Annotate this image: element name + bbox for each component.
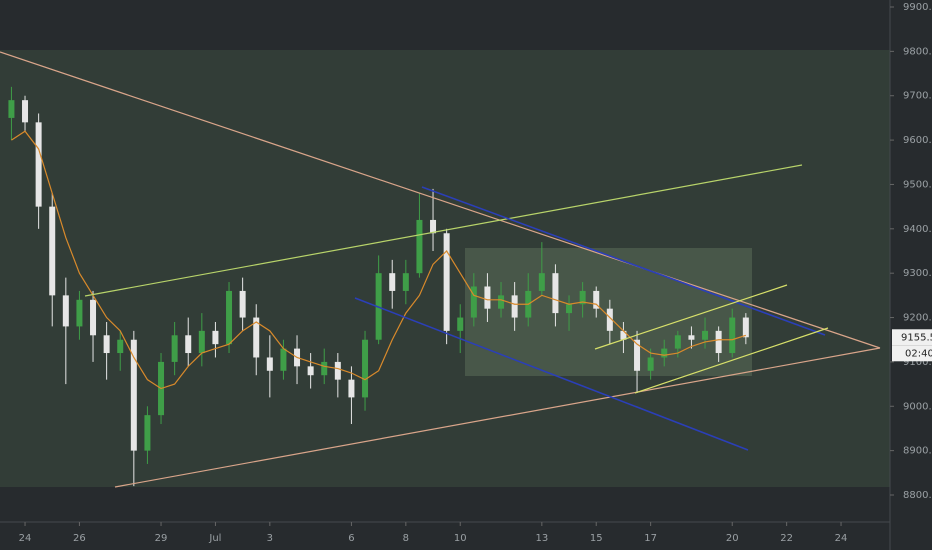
plot (8, 86, 749, 487)
channel-line (421, 186, 826, 336)
candle-body (117, 339, 124, 354)
x-tick-label: 20 (726, 533, 739, 544)
candle-body (702, 330, 709, 340)
x-tick-label: 17 (644, 533, 657, 544)
candle-body (498, 295, 505, 309)
candle-body (362, 339, 369, 398)
x-tick-label: 15 (590, 533, 603, 544)
candle-body (674, 335, 681, 349)
y-tick-label: 9200.0 (903, 313, 932, 324)
channel-line (354, 297, 749, 451)
candle-body (729, 317, 736, 354)
y-tick-label: 9800.0 (903, 46, 932, 57)
channel-line (594, 284, 788, 350)
candle-body (198, 330, 205, 354)
y-tick-label: 8900.0 (903, 446, 932, 457)
channel-line (634, 327, 829, 394)
countdown-box (892, 345, 932, 362)
candle-body (593, 290, 600, 309)
trend-line (114, 347, 881, 488)
y-tick-label: 9900.0 (903, 2, 932, 13)
candle-body (511, 295, 518, 318)
candle-body (552, 273, 559, 314)
candle-body (389, 273, 396, 291)
candle-body (90, 299, 97, 336)
x-tick-label: 6 (348, 533, 354, 544)
candle-body (226, 290, 233, 345)
candle-body (321, 361, 328, 376)
candle-body (348, 379, 355, 398)
x-tick-label: 8 (403, 533, 409, 544)
axes: 8800.0 8900.0 9000.0 9100.0 9200.0 9300.0 9400… (19, 2, 932, 544)
candle-body (634, 339, 641, 371)
candle-body (647, 357, 654, 371)
y-tick-label: 9700.0 (903, 91, 932, 102)
candle-body (430, 219, 437, 234)
x-tick-label: 24 (19, 533, 32, 544)
candle-body (130, 339, 137, 451)
candle-body (253, 317, 260, 358)
trend-line (84, 164, 803, 297)
candle-body (280, 348, 287, 371)
candle-body (144, 415, 151, 451)
y-tick-label: 9300.0 (903, 268, 932, 279)
drawings (0, 51, 881, 488)
candle-body (416, 219, 423, 274)
x-tick-label: Jul (208, 533, 221, 544)
x-tick-label: 24 (835, 533, 848, 544)
candle-body (742, 317, 749, 338)
candle-body (484, 286, 491, 309)
candle-body (715, 330, 722, 354)
y-tick-label: 9600.0 (903, 135, 932, 146)
candle-body (661, 348, 668, 358)
candle-body (239, 290, 246, 318)
candle-body (470, 286, 477, 318)
candle-body (8, 100, 15, 118)
candle-body (620, 330, 627, 340)
candle-body (334, 361, 341, 380)
y-tick-label: 9400.0 (903, 224, 932, 235)
candle-body (688, 335, 695, 340)
last-price-label: 9155.5 (901, 332, 932, 343)
y-tick-label: 8800.0 (903, 490, 932, 501)
candle-body (212, 330, 219, 345)
candle-body (538, 273, 545, 291)
x-tick-label: 13 (535, 533, 548, 544)
candle-body (566, 304, 573, 314)
last-price-marker (892, 329, 932, 346)
x-tick-label: 29 (155, 533, 168, 544)
candle-body (22, 100, 29, 123)
candle-body (62, 295, 69, 327)
countdown-label: 02:40 (905, 348, 932, 359)
candle-body (266, 357, 273, 371)
y-tick-label: 9100.0 (903, 357, 932, 368)
candle-body (307, 366, 314, 376)
candle-body (579, 290, 586, 305)
candle-body (35, 122, 42, 207)
x-tick-label: 22 (780, 533, 793, 544)
candle-body (171, 335, 178, 362)
candle-body (457, 317, 464, 331)
candle-body (49, 206, 56, 296)
candle-body (606, 308, 613, 331)
candle-body (103, 335, 110, 354)
candle-body (185, 335, 192, 354)
y-tick-label: 9500.0 (903, 179, 932, 190)
candle-body (443, 233, 450, 331)
y-tick-label: 9000.0 (903, 401, 932, 412)
trend-line (0, 51, 881, 349)
candle-body (402, 273, 409, 291)
x-tick-label: 10 (454, 533, 467, 544)
x-tick-label: 3 (267, 533, 273, 544)
candle-body (76, 299, 83, 327)
x-tick-label: 26 (73, 533, 86, 544)
moving-average (11, 130, 747, 390)
